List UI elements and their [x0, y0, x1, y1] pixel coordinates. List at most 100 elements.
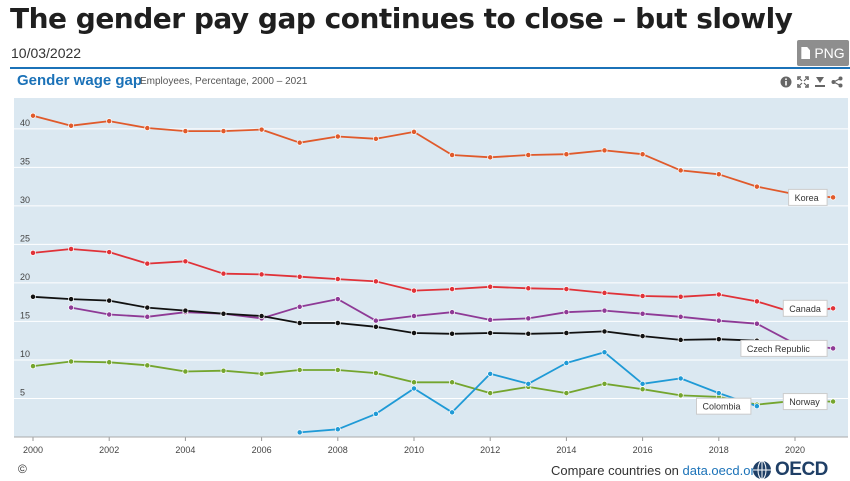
share-icon[interactable]: [831, 76, 843, 88]
series-label-text: Norway: [789, 397, 820, 407]
data-point: [372, 323, 379, 330]
data-point: [68, 304, 75, 311]
document-icon: [801, 47, 811, 59]
data-point: [715, 171, 722, 178]
png-download-button[interactable]: PNG: [797, 40, 849, 66]
data-point: [677, 293, 684, 300]
data-point: [715, 390, 722, 397]
plot-area: [14, 98, 848, 437]
data-point: [677, 313, 684, 320]
data-point: [144, 362, 151, 369]
y-tick-label: 35: [20, 156, 30, 166]
fullscreen-icon[interactable]: [797, 76, 809, 88]
data-point: [334, 367, 341, 373]
data-point: [372, 370, 379, 377]
data-point: [563, 330, 570, 336]
data-point: [144, 304, 151, 311]
y-tick-label: 5: [20, 387, 25, 397]
data-point: [487, 390, 494, 397]
oecd-logo: OECD: [752, 459, 828, 481]
data-point: [677, 336, 684, 343]
data-point: [30, 363, 36, 370]
x-tick-label: 2012: [480, 445, 500, 455]
y-tick-label: 15: [20, 310, 30, 320]
data-point: [563, 151, 570, 158]
data-point: [601, 328, 608, 335]
data-point: [296, 367, 303, 373]
series-label-text: Czech Republic: [747, 344, 811, 354]
series-label: Czech Republic: [740, 339, 828, 357]
data-point: [372, 135, 379, 142]
data-point: [182, 307, 189, 314]
data-point: [411, 379, 417, 386]
data-point: [68, 296, 75, 303]
x-tick-label: 2002: [99, 445, 119, 455]
data-point: [639, 380, 646, 387]
data-point: [601, 147, 608, 154]
y-tick-label: 20: [20, 272, 30, 282]
data-point: [334, 320, 341, 326]
info-icon[interactable]: [780, 76, 792, 88]
x-tick-label: 2000: [23, 445, 43, 455]
headline: The gender pay gap continues to close – …: [10, 2, 793, 35]
globe-icon: [753, 460, 771, 480]
data-point: [601, 349, 608, 356]
compare-countries: Compare countries on data.oecd.org: [551, 463, 762, 478]
data-point: [563, 286, 570, 293]
x-tick-label: 2006: [252, 445, 272, 455]
chart-subtitle: Employees, Percentage, 2000 – 2021: [140, 76, 308, 87]
data-point: [296, 139, 303, 146]
data-point: [296, 303, 303, 310]
data-point: [258, 126, 265, 133]
series-line: [32, 248, 834, 314]
data-point: [830, 398, 837, 405]
data-point: [525, 315, 532, 322]
data-point: [715, 317, 722, 324]
data-point: [68, 122, 75, 129]
data-point: [106, 311, 113, 318]
copyright-symbol: ©: [18, 462, 27, 476]
x-tick-label: 2016: [633, 445, 653, 455]
data-point: [411, 287, 417, 294]
data-point: [563, 309, 570, 316]
data-point: [30, 249, 36, 256]
data-point: [296, 273, 303, 280]
series-label-box: [782, 393, 828, 411]
data-point: [639, 293, 646, 299]
data-point: [525, 152, 532, 158]
data-point: [334, 296, 341, 303]
data-point: [677, 167, 684, 174]
data-point: [449, 152, 456, 158]
data-point: [258, 271, 265, 278]
data-point: [334, 276, 341, 283]
data-point: [411, 385, 417, 392]
chart-title: Gender wage gap: [17, 72, 143, 89]
data-point: [296, 320, 303, 326]
data-point: [182, 128, 189, 135]
series-label: Canada: [782, 299, 828, 317]
data-point: [563, 360, 570, 366]
x-tick-label: 2014: [556, 445, 576, 455]
data-point: [334, 133, 341, 140]
y-tick-label: 40: [20, 118, 30, 128]
series-label-box: [782, 299, 828, 317]
series-label: Colombia: [696, 397, 752, 415]
data-point: [449, 409, 456, 416]
data-point: [601, 307, 608, 314]
data-point: [411, 313, 417, 319]
download-icon[interactable]: [814, 76, 826, 88]
data-oecd-link[interactable]: data.oecd.org: [682, 463, 763, 478]
data-point: [30, 293, 36, 300]
series-label-box: [696, 397, 752, 415]
x-tick-label: 2018: [709, 445, 729, 455]
series-label-box: [788, 188, 828, 206]
data-point: [68, 358, 75, 365]
data-point: [487, 330, 494, 336]
publish-date: 10/03/2022: [11, 45, 82, 61]
data-point: [753, 183, 760, 190]
data-point: [182, 368, 189, 375]
data-point: [449, 330, 456, 337]
data-point: [106, 118, 113, 125]
data-point: [601, 289, 608, 296]
